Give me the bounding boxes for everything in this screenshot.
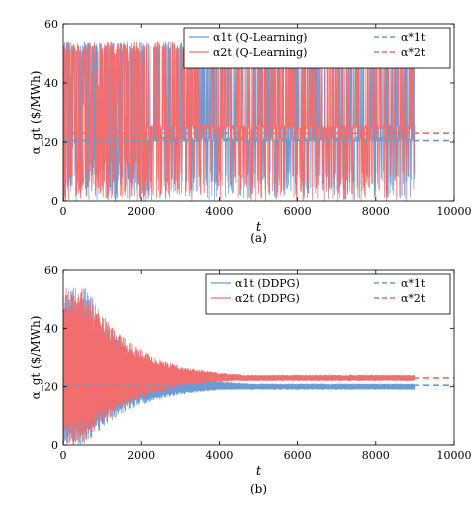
x-tick-label: 6000 — [284, 205, 312, 218]
y-tick-label: 0 — [51, 439, 58, 452]
x-tick-label: 10000 — [437, 205, 472, 218]
legend-label: α2t (Q-Learning) — [213, 46, 307, 59]
plot-area — [63, 287, 454, 445]
y-tick-label: 20 — [44, 381, 58, 394]
legend-label: α*1t — [401, 277, 426, 290]
y-tick-label: 20 — [44, 136, 58, 149]
legend-label: α*2t — [401, 46, 426, 59]
x-axis-label: t — [256, 220, 262, 235]
panel-caption: (b) — [250, 482, 267, 496]
chart-panel-a: 0 2000 4000 6000 8000 10000 0 20 40 60 t α_gt ($/MW… — [29, 18, 472, 245]
legend-label: α*1t — [401, 31, 426, 44]
chart-panel-b: 0 2000 4000 6000 8000 10000 0 20 40 60 t α_gt ($/MW… — [29, 264, 472, 496]
series-line-alpha2 — [63, 41, 416, 201]
x-tick-label: 2000 — [127, 449, 155, 462]
x-tick-label: 0 — [60, 449, 67, 462]
y-axis-label: α_gt ($/MWh) — [29, 316, 43, 400]
x-tick-label: 4000 — [205, 449, 233, 462]
x-tick-label: 8000 — [362, 449, 390, 462]
y-tick-label: 40 — [44, 322, 58, 335]
x-tick-label: 8000 — [362, 205, 390, 218]
x-tick-label: 6000 — [284, 449, 312, 462]
y-axis-label: α_gt ($/MWh) — [29, 71, 43, 155]
x-tick-label: 10000 — [437, 449, 472, 462]
y-tick-label: 60 — [44, 264, 58, 277]
legend-box — [183, 27, 451, 69]
legend-label: α*2t — [401, 292, 426, 305]
x-axis-label: t — [256, 464, 262, 479]
y-tick-label: 40 — [44, 77, 58, 90]
legend-label: α1t (DDPG) — [235, 277, 300, 290]
legend-label: α1t (Q-Learning) — [213, 31, 307, 44]
x-tick-label: 0 — [60, 205, 67, 218]
legend-box — [205, 273, 451, 315]
axes-frame — [62, 269, 455, 446]
x-tick-label: 2000 — [127, 205, 155, 218]
legend-label: α2t (DDPG) — [235, 292, 300, 305]
y-tick-label: 60 — [44, 18, 58, 31]
axes-frame — [62, 23, 455, 202]
panel-caption: (a) — [250, 231, 267, 245]
y-tick-label: 0 — [51, 195, 58, 208]
x-tick-label: 4000 — [205, 205, 233, 218]
